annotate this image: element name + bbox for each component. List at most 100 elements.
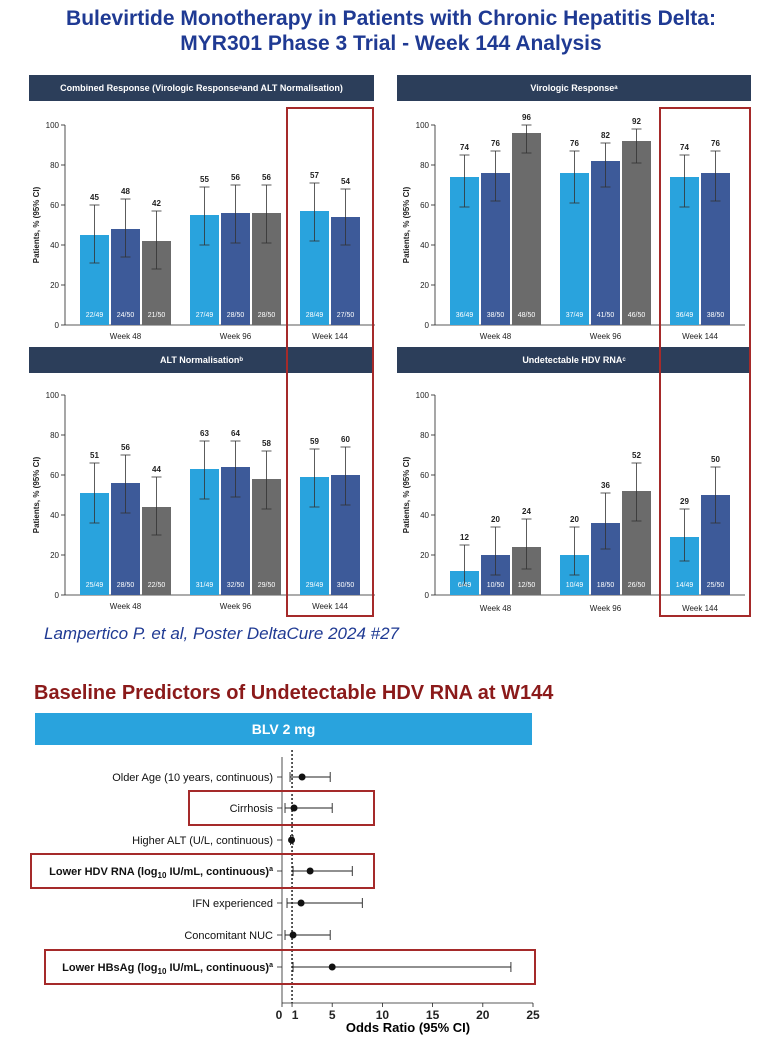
y-tick-label: 20 bbox=[50, 281, 59, 290]
row-label: Lower HDV RNA (log10 IU/mL, continuous)a bbox=[49, 866, 273, 880]
y-axis-label: Patients, % (95% CI) bbox=[402, 456, 411, 533]
n-label: 48/50 bbox=[518, 312, 536, 319]
bar bbox=[591, 161, 620, 325]
data-label: 63 bbox=[200, 429, 209, 438]
n-label: 46/50 bbox=[628, 312, 646, 319]
data-label: 20 bbox=[570, 515, 579, 524]
n-label: 25/50 bbox=[707, 582, 725, 589]
undetectable-hdv-rna-chart: 0 20 40 60 80 100 Patients, % (95% CI) 12 6/49 20… bbox=[402, 391, 745, 613]
n-label: 31/49 bbox=[196, 582, 214, 589]
panel-title: Undetectable HDV RNA bbox=[522, 355, 623, 365]
row-label: Higher ALT (U/L, continuous) bbox=[132, 835, 273, 847]
data-label: 56 bbox=[121, 443, 130, 452]
virologic-response-chart: 0 20 40 60 80 100 Patients, % (95% CI) 74 36/49 7… bbox=[402, 113, 745, 341]
n-label: 41/50 bbox=[597, 312, 615, 319]
week144-highlight-right bbox=[659, 107, 751, 617]
x-tick-label: Week 144 bbox=[682, 332, 718, 341]
combined-response-chart: 0 20 40 60 80 100 Patients, % (95% CI) 45 22/49 4… bbox=[32, 121, 375, 341]
y-tick-label: 0 bbox=[55, 321, 60, 330]
data-label: 29 bbox=[680, 497, 689, 506]
y-tick-label: 80 bbox=[420, 161, 429, 170]
y-tick-label: 60 bbox=[50, 201, 59, 210]
data-label: 55 bbox=[200, 175, 209, 184]
data-label: 82 bbox=[601, 131, 610, 140]
data-label: 59 bbox=[310, 437, 319, 446]
row-highlight-box bbox=[44, 949, 536, 985]
forest-plot-header: BLV 2 mg bbox=[35, 713, 532, 745]
n-label: 18/50 bbox=[597, 582, 615, 589]
y-tick-label: 80 bbox=[50, 161, 59, 170]
y-tick-label: 100 bbox=[46, 391, 60, 400]
n-label: 29/49 bbox=[306, 582, 324, 589]
main-title: Bulevirtide Monotherapy in Patients with… bbox=[0, 6, 782, 56]
x-tick-label: Week 144 bbox=[312, 602, 348, 611]
row-label: Older Age (10 years, continuous) bbox=[112, 772, 273, 784]
main-title-line1: Bulevirtide Monotherapy in Patients with… bbox=[66, 7, 716, 30]
odds-ratio-point bbox=[290, 804, 298, 812]
n-label: 24/50 bbox=[117, 312, 135, 319]
y-tick-label: 80 bbox=[420, 431, 429, 440]
panel-header-alt-normalisation: ALT Normalisation b bbox=[29, 347, 374, 373]
panel-header-virologic-response: Virologic Response a bbox=[397, 75, 751, 101]
panel-title: ALT Normalisation bbox=[159, 355, 240, 365]
panel-title: Virologic Response bbox=[530, 83, 615, 93]
row-highlight-box bbox=[30, 853, 375, 889]
data-label: 54 bbox=[341, 177, 350, 186]
data-label: 20 bbox=[491, 515, 500, 524]
forest-plot-title: Baseline Predictors of Undetectable HDV … bbox=[34, 682, 554, 704]
data-label: 56 bbox=[262, 173, 271, 182]
n-label: 36/49 bbox=[456, 312, 474, 319]
data-label: 42 bbox=[152, 199, 161, 208]
odds-ratio-point bbox=[328, 963, 336, 971]
n-label: 32/50 bbox=[227, 582, 245, 589]
y-tick-label: 40 bbox=[50, 241, 59, 250]
panel-title: Combined Response (Virologic Response bbox=[60, 83, 239, 93]
y-tick-label: 0 bbox=[425, 591, 430, 600]
data-label: 76 bbox=[491, 139, 500, 148]
y-tick-label: 40 bbox=[420, 511, 429, 520]
x-tick-label: Week 96 bbox=[220, 602, 252, 611]
n-label: 28/50 bbox=[227, 312, 245, 319]
x-tick-label: Week 48 bbox=[480, 604, 512, 613]
y-tick-label: 100 bbox=[416, 121, 430, 130]
x-tick-label: 1 bbox=[292, 1008, 299, 1022]
x-tick-label: Week 96 bbox=[590, 604, 622, 613]
data-label: 24 bbox=[522, 507, 531, 516]
row-label: Cirrhosis bbox=[230, 803, 274, 815]
panel-title-sup: c bbox=[622, 357, 626, 363]
main-title-line2: MYR301 Phase 3 Trial - Week 144 Analysis bbox=[180, 32, 602, 55]
bar bbox=[512, 133, 541, 325]
panel-header-undetectable-hdv-rna: Undetectable HDV RNA c bbox=[397, 347, 751, 373]
n-label: 22/50 bbox=[148, 582, 166, 589]
data-label: 96 bbox=[522, 113, 531, 122]
y-tick-label: 100 bbox=[416, 391, 430, 400]
bar bbox=[622, 141, 651, 325]
data-label: 45 bbox=[90, 193, 99, 202]
data-label: 51 bbox=[90, 451, 99, 460]
data-label: 64 bbox=[231, 429, 240, 438]
n-label: 26/50 bbox=[628, 582, 646, 589]
n-label: 38/50 bbox=[707, 312, 725, 319]
panel-title-sup: a bbox=[614, 85, 618, 91]
x-tick-label: Week 144 bbox=[682, 604, 718, 613]
x-tick-label: Week 48 bbox=[110, 602, 142, 611]
panel-header-combined-response: Combined Response (Virologic Response a a… bbox=[29, 75, 374, 101]
x-tick-label: 5 bbox=[329, 1008, 336, 1022]
n-label: 28/50 bbox=[117, 582, 135, 589]
panel-title-sup: a bbox=[239, 85, 243, 91]
n-label: 22/49 bbox=[86, 312, 104, 319]
n-label: 27/49 bbox=[196, 312, 214, 319]
x-tick-label: Week 96 bbox=[220, 332, 252, 341]
data-label: 48 bbox=[121, 187, 130, 196]
n-label: 36/49 bbox=[676, 312, 694, 319]
x-tick-label: Week 96 bbox=[590, 332, 622, 341]
panel-title-sup: b bbox=[239, 357, 243, 363]
y-tick-label: 60 bbox=[420, 201, 429, 210]
data-label: 58 bbox=[262, 439, 271, 448]
x-tick-label: 25 bbox=[526, 1008, 540, 1022]
y-tick-label: 20 bbox=[420, 551, 429, 560]
data-label: 76 bbox=[570, 139, 579, 148]
n-label: 25/49 bbox=[86, 582, 104, 589]
data-label: 74 bbox=[460, 143, 469, 152]
y-axis-label: Patients, % (95% CI) bbox=[32, 456, 41, 533]
